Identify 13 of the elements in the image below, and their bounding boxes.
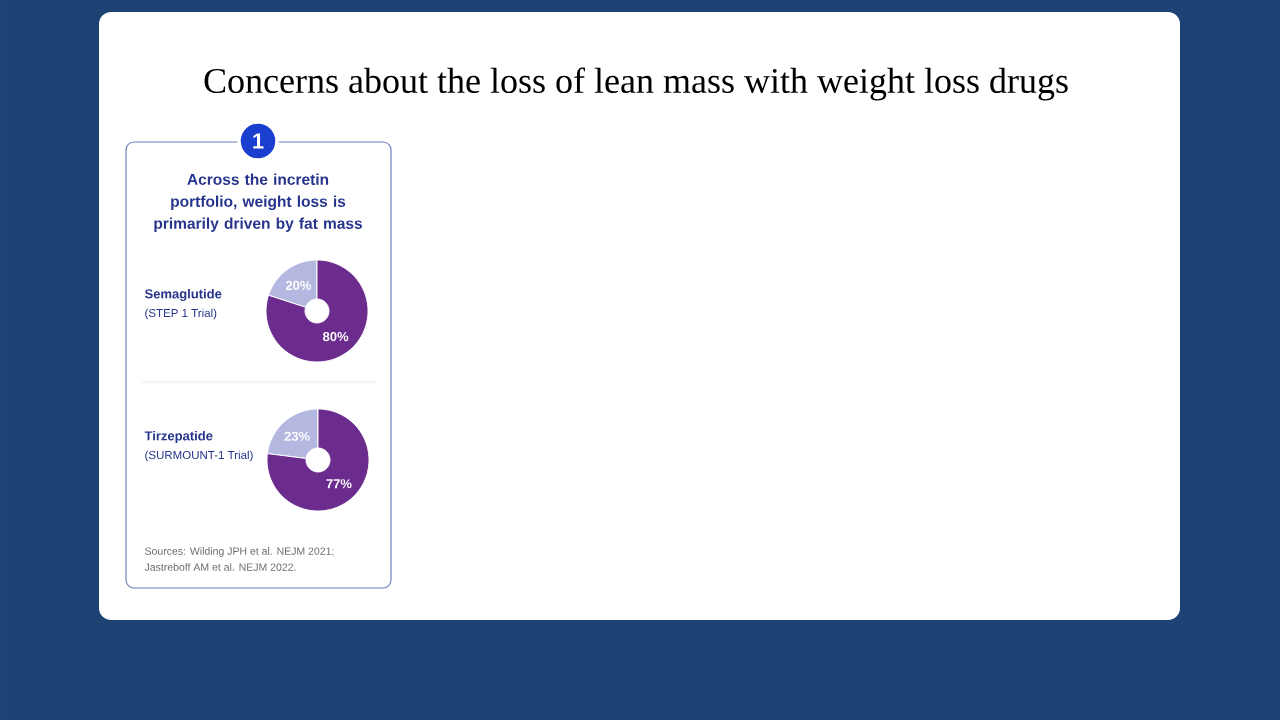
data-label: 77% <box>326 479 352 489</box>
text: Jastreboff AM et al. NEJM 2022. <box>144 563 296 571</box>
text: Across the incretin portfolio, weight loss is primarily driven by fat mass <box>154 173 363 232</box>
data-label: 23% <box>284 431 310 441</box>
text: Tirzepatide <box>144 430 213 444</box>
text: 1 <box>253 133 264 149</box>
text: (SURMOUNT-1 Trial) <box>145 450 253 462</box>
text: (STEP 1 Trial) <box>145 308 217 320</box>
data-label: 20% <box>285 280 312 291</box>
text: Semaglutide <box>144 288 222 302</box>
text: Concerns about the loss of lean mass with weight loss drugs <box>204 67 1068 101</box>
source-note: Sources: Wilding JPH et al. NEJM 2021; <box>145 547 334 557</box>
data-label: 80% <box>322 331 349 342</box>
